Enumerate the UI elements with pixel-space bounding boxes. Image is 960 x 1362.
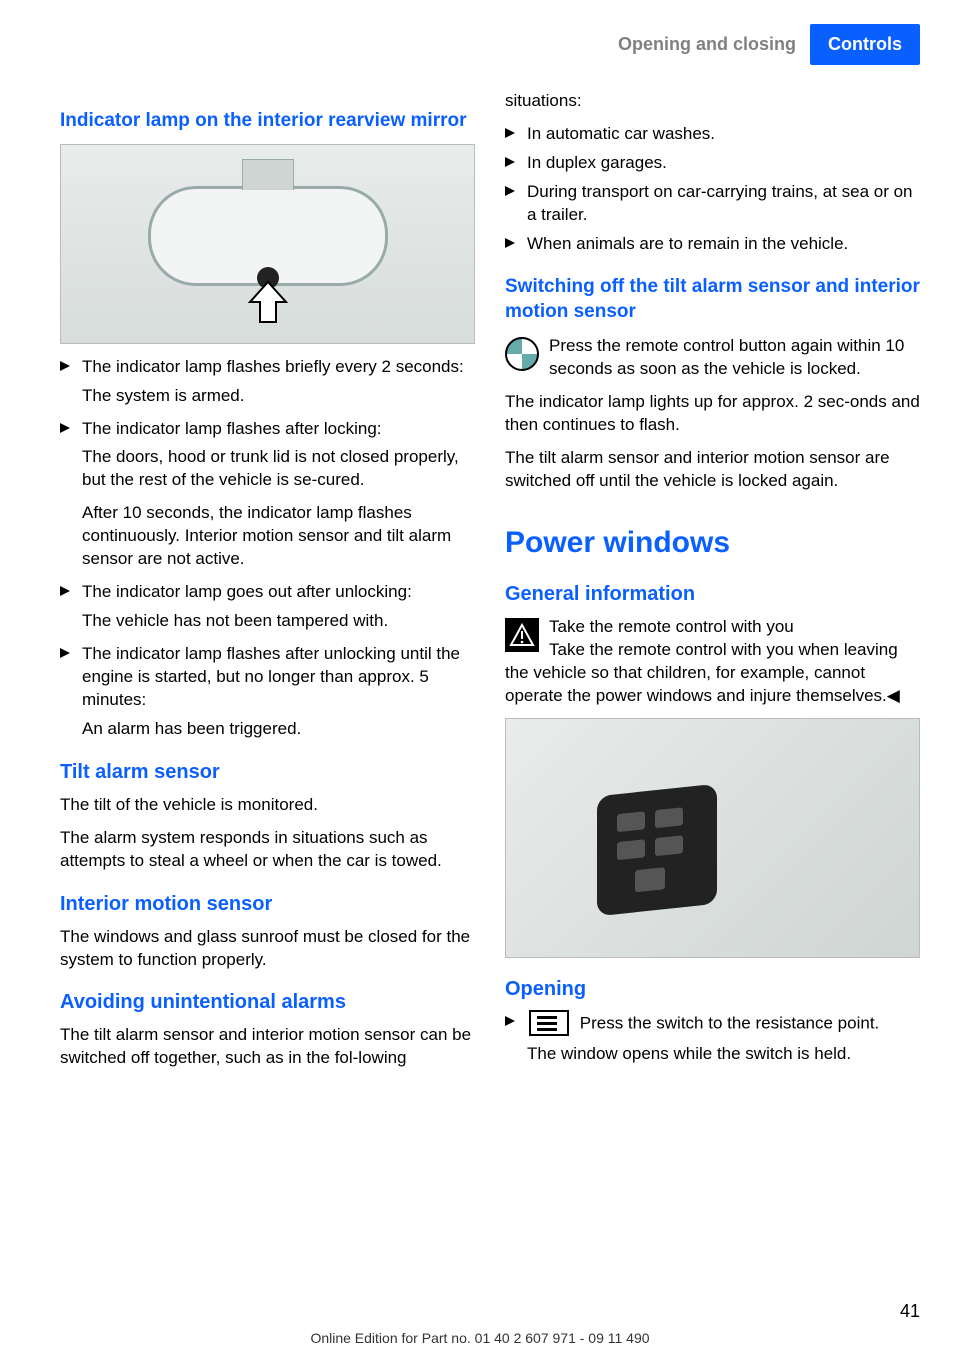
warning-icon [505, 618, 539, 652]
bullet-sub: The window opens while the switch is hel… [527, 1043, 920, 1066]
triangle-bullet-icon [505, 1011, 527, 1037]
bullet-item: The indicator lamp flashes after locking… [60, 418, 475, 441]
paragraph-text: Press the remote control button again wi… [549, 336, 904, 378]
bullet-item: In automatic car washes. [505, 123, 920, 146]
triangle-bullet-icon [60, 581, 82, 604]
header-section: Opening and closing [604, 28, 810, 61]
paragraph: The tilt of the vehicle is monitored. [60, 794, 475, 817]
heading-general-info: General information [505, 581, 920, 608]
bmw-roundel-icon [505, 337, 539, 371]
triangle-bullet-icon [505, 123, 527, 146]
switch-symbol-icon [529, 1010, 569, 1036]
paragraph: The windows and glass sunroof must be cl… [60, 926, 475, 972]
opening-lead: Press the switch to the resistance point… [580, 1013, 880, 1032]
heading-interior-motion: Interior motion sensor [60, 891, 475, 918]
bullet-item: Press the switch to the resistance point… [505, 1011, 920, 1037]
window-switch-icon [617, 811, 645, 832]
page-number: 41 [900, 1301, 920, 1322]
bullet-sub: The vehicle has not been tampered with. [82, 610, 475, 633]
heading-indicator-lamp: Indicator lamp on the interior rearview … [60, 108, 475, 134]
triangle-bullet-icon [505, 233, 527, 256]
door-switch-panel [597, 784, 717, 917]
paragraph-with-icon: Press the remote control button again wi… [505, 335, 920, 381]
window-switch-icon [617, 839, 645, 860]
bullet-text: Press the switch to the resistance point… [527, 1011, 920, 1037]
bullet-text: The indicator lamp goes out after unlock… [82, 581, 475, 604]
heading-tilt-sensor: Tilt alarm sensor [60, 759, 475, 786]
paragraph-with-icon: Take the remote control with you Take th… [505, 616, 920, 708]
bullet-text: When animals are to remain in the vehicl… [527, 233, 920, 256]
bullet-item: The indicator lamp flashes after unlocki… [60, 643, 475, 712]
bullet-item: When animals are to remain in the vehicl… [505, 233, 920, 256]
window-lock-icon [635, 867, 665, 892]
figure-door-switches [505, 718, 920, 958]
heading-avoiding-alarms: Avoiding unintentional alarms [60, 989, 475, 1016]
arrow-up-icon [246, 280, 290, 331]
footer-line: Online Edition for Part no. 01 40 2 607 … [0, 1330, 960, 1346]
heading-switch-off: Switching off the tilt alarm sensor and … [505, 274, 920, 325]
heading-power-windows: Power windows [505, 523, 920, 564]
triangle-bullet-icon [60, 356, 82, 379]
footer-text: Online Edition for Part no. 01 40 2 607 … [310, 1330, 649, 1346]
triangle-bullet-icon [60, 643, 82, 712]
bullet-sub: An alarm has been triggered. [82, 718, 475, 741]
bullet-text: The indicator lamp flashes briefly every… [82, 356, 475, 379]
bullet-text: During transport on car-carrying trains,… [527, 181, 920, 227]
bullet-text: The indicator lamp flashes after unlocki… [82, 643, 475, 712]
header-chapter: Controls [810, 24, 920, 65]
window-switch-icon [655, 835, 683, 856]
bullet-sub: The doors, hood or trunk lid is not clos… [82, 446, 475, 492]
bullet-text: In duplex garages. [527, 152, 920, 175]
paragraph: The indicator lamp lights up for approx.… [505, 391, 920, 437]
bullet-item: The indicator lamp flashes briefly every… [60, 356, 475, 379]
bullet-item: The indicator lamp goes out after unlock… [60, 581, 475, 604]
bullet-item: During transport on car-carrying trains,… [505, 181, 920, 227]
paragraph: The tilt alarm sensor and interior motio… [505, 447, 920, 493]
page-header: Opening and closing Controls [604, 24, 920, 65]
bullet-sub: After 10 seconds, the indicator lamp fla… [82, 502, 475, 571]
bullet-item: In duplex garages. [505, 152, 920, 175]
triangle-bullet-icon [60, 418, 82, 441]
mirror-graphic [148, 186, 388, 286]
warning-body: Take the remote control with you when le… [505, 640, 900, 705]
bullet-text: The indicator lamp flashes after locking… [82, 418, 475, 441]
warning-lead: Take the remote control with you [549, 617, 794, 636]
heading-opening: Opening [505, 976, 920, 1003]
bullet-text: In automatic car washes. [527, 123, 920, 146]
page-content: Indicator lamp on the interior rearview … [60, 90, 920, 1302]
window-switch-icon [655, 807, 683, 828]
paragraph: The alarm system responds in situations … [60, 827, 475, 873]
bullet-sub: The system is armed. [82, 385, 475, 408]
triangle-bullet-icon [505, 181, 527, 227]
figure-rearview-mirror [60, 144, 475, 344]
triangle-bullet-icon [505, 152, 527, 175]
